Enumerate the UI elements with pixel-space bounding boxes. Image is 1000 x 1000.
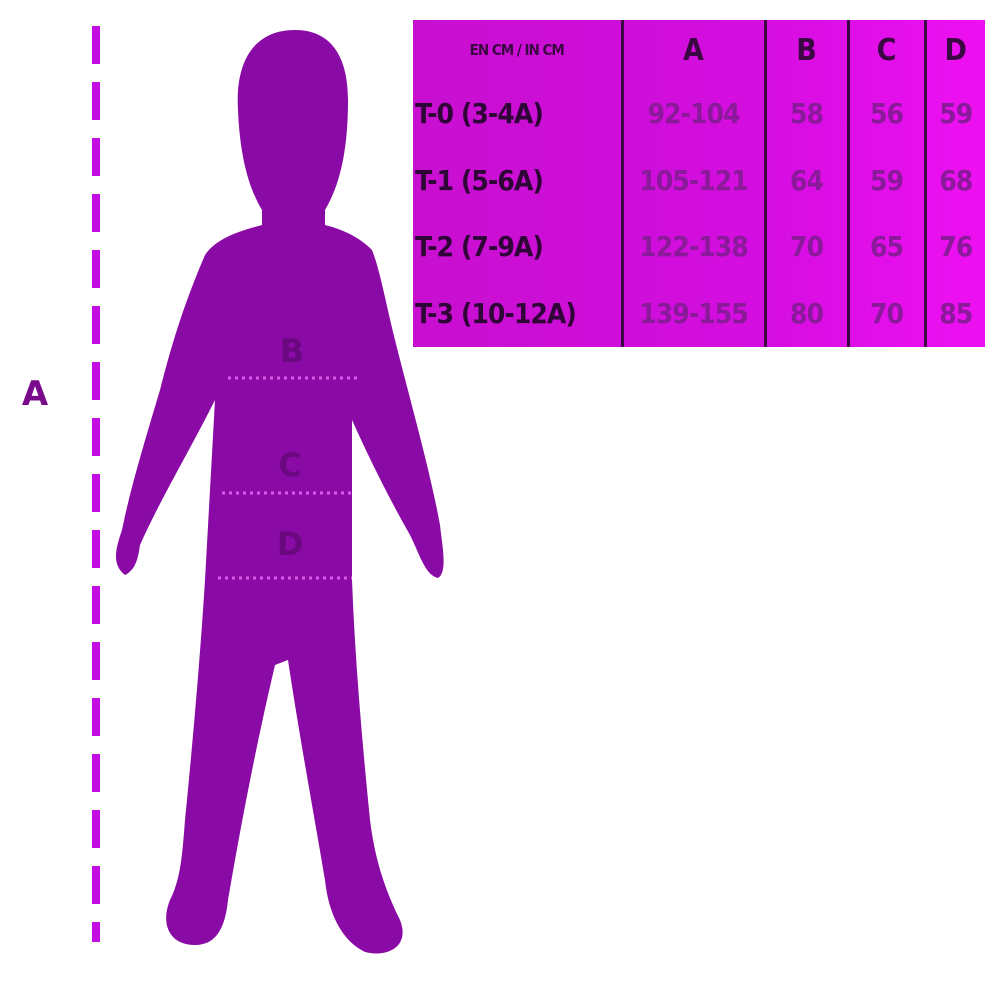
value-a: 105-121	[620, 146, 767, 214]
body-label-d: D	[277, 525, 304, 563]
value-c: 59	[846, 146, 927, 214]
value-a: 139-155	[620, 280, 767, 347]
value-b: 80	[763, 280, 850, 347]
height-label-a: A	[22, 374, 49, 414]
size-table: EN CM / IN CM A B C D T-0 (3-4A) 92-104 …	[413, 20, 985, 347]
value-a: 92-104	[620, 80, 767, 147]
header-c: C	[846, 20, 927, 80]
header-b: B	[763, 20, 850, 80]
table-row: T-3 (10-12A) 139-155 80 70 85	[413, 280, 985, 347]
value-b: 70	[763, 213, 850, 281]
value-b: 64	[763, 146, 850, 214]
value-a: 122-138	[620, 213, 767, 281]
value-d: 68	[923, 146, 985, 214]
header-d: D	[923, 20, 985, 80]
size-cell: T-1 (5-6A)	[413, 146, 624, 214]
header-a: A	[620, 20, 767, 80]
table-header-row: EN CM / IN CM A B C D	[413, 20, 985, 80]
value-d: 59	[923, 80, 985, 147]
table-row: T-2 (7-9A) 122-138 70 65 76	[413, 213, 985, 281]
body-label-c: C	[278, 446, 301, 484]
header-unit: EN CM / IN CM	[413, 20, 624, 80]
value-d: 85	[923, 280, 985, 347]
size-cell: T-3 (10-12A)	[413, 280, 624, 347]
value-d: 76	[923, 213, 985, 281]
value-c: 70	[846, 280, 927, 347]
size-cell: T-2 (7-9A)	[413, 213, 624, 281]
table-row: T-1 (5-6A) 105-121 64 59 68	[413, 146, 985, 214]
value-c: 56	[846, 80, 927, 147]
table-row: T-0 (3-4A) 92-104 58 56 59	[413, 80, 985, 147]
value-c: 65	[846, 213, 927, 281]
value-b: 58	[763, 80, 850, 147]
size-cell: T-0 (3-4A)	[413, 80, 624, 147]
body-label-b: B	[280, 332, 304, 370]
